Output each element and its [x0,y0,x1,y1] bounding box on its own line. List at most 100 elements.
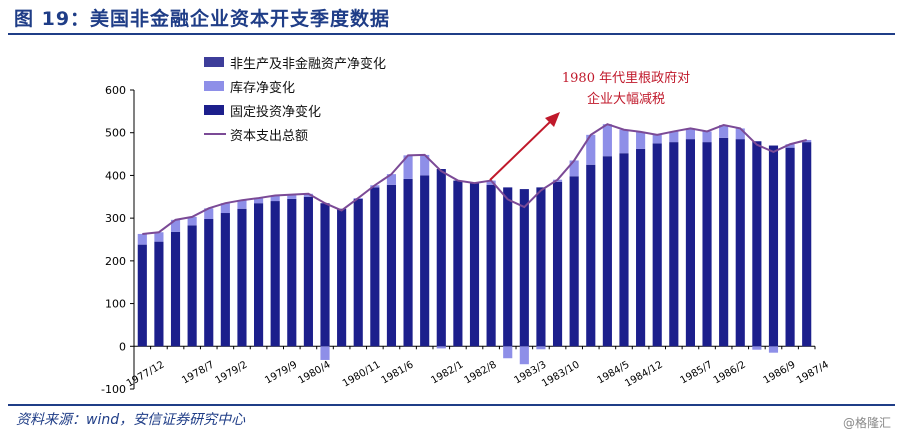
bar-fixed-investment [636,148,646,347]
bar-fixed-investment [652,143,662,347]
y-tick-label: 300 [105,212,126,225]
bar-series [137,124,812,365]
legend-swatch [204,57,224,67]
bar-inventory [420,154,430,176]
bar-fixed-investment [237,208,247,347]
x-tick-label: 1982/8 [463,359,499,386]
bar-inventory [719,125,729,138]
bar-inventory [403,155,413,179]
bar-inventory [636,131,646,149]
y-tick-label: 200 [105,255,126,268]
bar-inventory [204,208,214,219]
bar-inventory [785,144,795,148]
watermark: @格隆汇 [842,416,891,430]
bar-fixed-investment [569,176,579,347]
bar-inventory [702,131,712,143]
title-divider [8,33,895,35]
bar-inventory [187,216,197,226]
bar-fixed-investment [353,198,363,347]
bar-fixed-investment [486,184,496,347]
bar-fixed-investment [337,208,347,347]
x-tick-label: 1977/12 [125,359,166,389]
figure-title: 图 19：美国非金融企业资本开支季度数据 [14,8,391,30]
y-axis: -100 0 100 200 300 400 500 600 [101,84,135,396]
bar-fixed-investment [802,142,812,347]
bar-inventory [602,124,612,157]
x-tick-label: 1980/4 [297,359,333,386]
bar-inventory [436,346,446,349]
x-tick-label: 1986/9 [762,359,798,386]
y-tick-label: 500 [105,127,126,140]
annotation-arrow [489,112,560,181]
bar-fixed-investment [719,137,729,347]
y-tick-label: 100 [105,298,126,311]
bar-fixed-investment [602,156,612,347]
annotation-line-1: 1980 年代里根政府对 [561,71,691,86]
x-tick-label: 1979/2 [213,359,249,386]
bar-fixed-investment [370,187,380,347]
bar-fixed-investment [735,139,745,347]
footer-divider [8,404,895,406]
bar-inventory [802,139,812,143]
line-series [142,123,807,235]
y-tick-label: 400 [105,169,126,182]
bar-fixed-investment [137,244,147,347]
x-tick-label: 1983/10 [540,359,581,389]
bar-fixed-investment [420,175,430,347]
bar-inventory [303,193,313,197]
bar-fixed-investment [204,218,214,347]
bar-fixed-investment [768,145,779,347]
x-tick-label: 1982/1 [429,359,465,386]
bar-inventory [536,346,546,350]
source-note: 资料来源：wind，安信证券研究中心 [16,412,246,428]
bar-fixed-investment [669,142,679,347]
bar-inventory [287,194,297,199]
y-tick-label: 0 [119,340,126,353]
legend-label: 库存净变化 [230,81,296,96]
legend-swatch [204,81,224,91]
total-capex-line [142,123,807,235]
bar-fixed-investment [436,169,446,347]
legend-swatch [204,105,224,115]
bar-fixed-investment [785,147,795,347]
bar-inventory [685,128,695,140]
bar-fixed-investment [752,141,762,347]
bar-inventory [503,346,513,359]
x-tick-label: 1984/12 [623,359,664,389]
bar-inventory [270,195,280,202]
bar-inventory [735,128,745,140]
bar-inventory [320,346,330,360]
x-tick-label: 1986/2 [712,359,748,386]
reagan-tax-cut-annotation: 1980 年代里根政府对 企业大幅减税 [540,68,712,110]
bar-fixed-investment [170,231,181,347]
bar-fixed-investment [453,180,463,347]
bar-inventory [137,233,147,245]
bar-fixed-investment [303,196,313,347]
bar-inventory [519,346,529,365]
legend-label: 非生产及非金融资产净变化 [230,57,387,72]
bar-fixed-investment [536,187,546,347]
bar-fixed-investment [702,142,712,347]
bar-fixed-investment [254,203,264,347]
bar-inventory [669,131,679,143]
x-tick-label: 1981/6 [380,359,416,386]
bar-inventory [386,174,397,185]
bar-fixed-investment [519,189,529,347]
x-tick-label: 1980/11 [341,359,382,389]
bar-fixed-investment [619,153,629,347]
bar-inventory [486,180,496,185]
bar-fixed-investment [320,203,330,347]
legend-line [204,133,226,135]
bar-inventory [768,346,779,353]
bar-fixed-investment [220,213,230,347]
bar-fixed-investment [503,187,513,347]
bar-inventory [170,219,181,232]
bar-fixed-investment [469,183,480,347]
bar-fixed-investment [386,184,397,347]
bar-inventory [569,160,579,177]
bar-fixed-investment [552,181,563,347]
bar-inventory [220,203,230,214]
bar-fixed-investment [270,201,280,347]
